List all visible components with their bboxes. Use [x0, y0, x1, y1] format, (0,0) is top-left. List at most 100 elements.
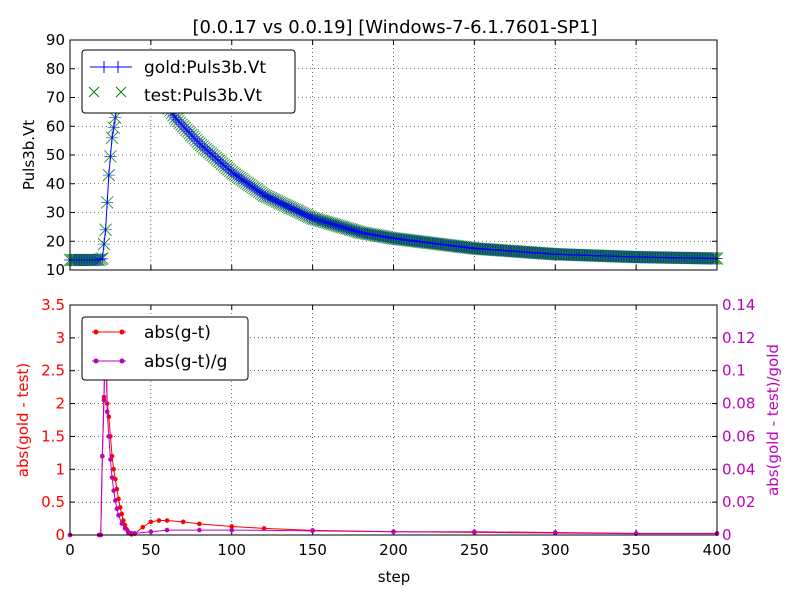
bottom-left-ylabel: abs(gold - test)	[14, 363, 32, 477]
gold-point	[335, 220, 348, 233]
bottom-right-ytick-label: 0.08	[722, 395, 755, 413]
bottom-series-point	[148, 529, 154, 535]
gold-point	[104, 150, 117, 163]
bottom-series-point	[229, 524, 235, 529]
bottom-series-point	[180, 519, 186, 525]
top-ytick-label: 60	[46, 117, 65, 135]
gold-point	[348, 224, 361, 237]
gold-point	[243, 178, 256, 191]
gold-point	[313, 214, 326, 227]
bottom-series-point	[114, 506, 120, 512]
top-axes: 10 20 30 40 50 60 70 80 90 Puls3b.Vt gold:Puls3b…	[20, 31, 724, 279]
bottom-series-point	[472, 529, 477, 535]
gold-point	[326, 218, 339, 230]
gold-point	[258, 189, 271, 202]
gold-point	[321, 216, 334, 229]
legend-gold-label: gold:Puls3b.Vt	[144, 58, 266, 78]
gold-point	[353, 226, 366, 239]
top-ytick-label: 30	[46, 204, 65, 222]
gold-point	[191, 135, 204, 148]
top-ytick-label: 50	[46, 146, 65, 164]
gold-point	[183, 127, 196, 140]
gold-point	[342, 222, 355, 235]
gold-point	[238, 175, 251, 188]
gold-point	[93, 253, 106, 266]
gold-point	[322, 217, 335, 230]
gold-point	[185, 128, 198, 141]
gold-point	[290, 204, 303, 217]
bottom-series-point	[111, 488, 116, 493]
gold-point	[235, 173, 248, 186]
gold-point	[295, 206, 308, 219]
gold-point	[97, 238, 110, 251]
bottom-xtick-label: 300	[541, 541, 570, 559]
bottom-right-ytick-label: 0.06	[722, 427, 755, 445]
gold-point	[96, 252, 109, 265]
gold-point	[296, 207, 309, 220]
legend-absdiff-marker	[92, 329, 126, 335]
gold-point	[177, 120, 190, 133]
gold-point	[264, 192, 277, 205]
gold-point	[324, 217, 337, 230]
gold-point	[254, 186, 267, 199]
gold-point	[338, 221, 351, 234]
gold-point	[345, 223, 358, 236]
gold-point	[350, 225, 363, 238]
bottom-series-point	[261, 526, 267, 531]
gold-point	[228, 168, 241, 181]
bottom-series-point	[122, 526, 128, 531]
bottom-xtick-label: 100	[217, 541, 246, 559]
bottom-left-ytick-label: 1.5	[41, 427, 65, 445]
gold-point	[271, 195, 284, 208]
top-ytick-label: 80	[46, 60, 65, 78]
gold-point	[329, 218, 342, 231]
top-ylabel: Puls3b.Vt	[20, 120, 38, 190]
bottom-series-point	[111, 466, 116, 472]
bottom-left-ytick-label: 2.5	[41, 362, 65, 380]
gold-point	[102, 169, 115, 182]
bottom-xtick-label: 250	[460, 541, 489, 559]
bottom-right-ytick-label: 0.12	[722, 329, 755, 347]
gold-point	[300, 209, 313, 222]
gold-point	[173, 116, 186, 129]
legend-absdiff-label: abs(g-t)	[144, 323, 211, 343]
gold-point	[288, 203, 301, 216]
gold-point	[287, 203, 300, 216]
bottom-series-point	[108, 457, 113, 462]
gold-point	[277, 198, 290, 211]
bottom-series-point	[148, 519, 154, 525]
gold-point	[241, 177, 254, 190]
top-ytick-label: 40	[46, 175, 65, 193]
bottom-ticks: 0 50 100 150 200 250 300 350 40000.511.522.533.5…	[41, 296, 755, 559]
gold-point	[246, 181, 259, 194]
bottom-series-point	[310, 528, 315, 534]
bottom-left-ytick-label: 0.5	[41, 493, 65, 511]
gold-point	[311, 213, 324, 226]
gold-point	[182, 125, 195, 138]
gold-point	[334, 220, 347, 233]
gold-point	[293, 206, 306, 219]
top-ytick-label: 10	[46, 261, 65, 279]
gold-point	[170, 113, 183, 126]
gold-point	[251, 184, 264, 197]
gold-point	[101, 196, 114, 209]
bottom-right-ytick-label: 0.1	[722, 362, 746, 380]
gold-point	[233, 172, 246, 184]
legend-reldiff-label: abs(g-t)/g	[144, 352, 227, 372]
gold-point	[261, 190, 274, 203]
gold-point	[292, 205, 305, 218]
legend-reldiff-marker	[92, 358, 126, 364]
gold-point	[227, 167, 240, 180]
legend-test-marker	[88, 86, 127, 98]
bottom-right-ytick-label: 0	[722, 526, 732, 544]
gold-point	[301, 209, 314, 222]
gold-point	[327, 218, 340, 231]
gold-point	[303, 210, 316, 223]
bottom-right-ylabel: abs(gold - test)/gold	[764, 344, 782, 496]
gold-point	[274, 196, 287, 209]
bottom-legend: abs(g-t) abs(g-t)/g	[81, 316, 249, 381]
gold-point	[340, 222, 353, 235]
bottom-series-point	[197, 527, 202, 533]
gold-point	[306, 212, 319, 225]
bottom-series-point	[197, 521, 202, 527]
